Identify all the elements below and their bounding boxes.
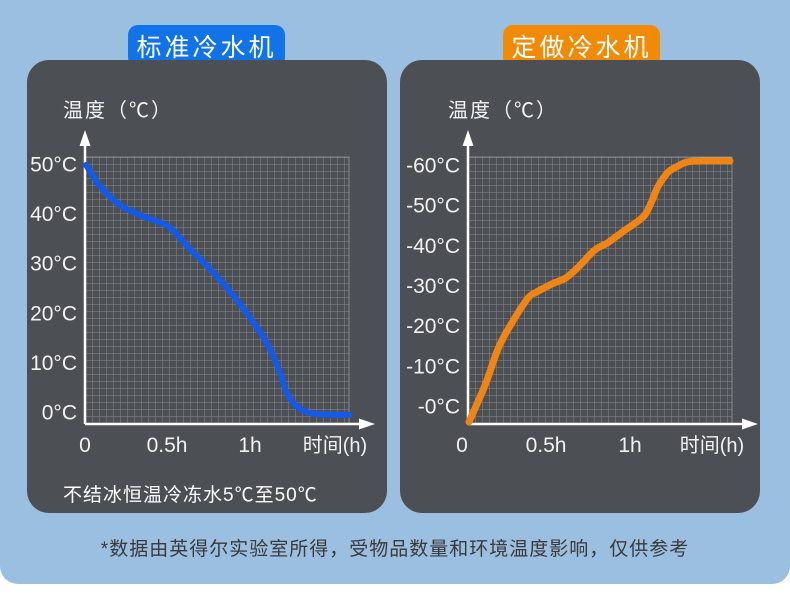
grid	[468, 157, 732, 424]
footer-note: *数据由英得尔实验室所得，受物品数量和环境温度影响，仅供参考	[100, 539, 690, 560]
y-tick-label: 50°C	[30, 154, 77, 177]
x-tick-label: 0	[79, 434, 91, 457]
chart-svg-0: 50°C 40°C 30°C 20°C 10°C 0°C0 0.5h 1h 时间(h)	[30, 130, 375, 457]
x-axis-arrow-icon	[742, 418, 758, 430]
x-tick-label: 0.5h	[526, 434, 567, 457]
y-tick-label: 20°C	[30, 302, 77, 325]
y-tick-label: -10°C	[406, 355, 460, 378]
panel-custom-chiller: 温度（℃） -60°C -50°C -40°C -30°C -20°C -10°C -0°C…	[400, 60, 760, 513]
y-tick-label: -40°C	[406, 235, 460, 258]
x-tick-label: 1h	[238, 434, 261, 457]
x-axis-arrow-icon	[359, 418, 375, 430]
y-tick-label: 40°C	[30, 203, 77, 226]
grid	[85, 157, 349, 424]
y-axis-title-standard: 温度（℃）	[63, 100, 173, 122]
y-tick-label: -60°C	[406, 155, 460, 178]
y-axis-title-custom: 温度（℃）	[448, 100, 558, 122]
panel-standard-chiller: 温度（℃） 50°C 40°C 30°C 20°C 10°C 0°C 0 0.5h 1h 时间(h…	[27, 60, 387, 513]
y-tick-label: 30°C	[30, 253, 77, 276]
x-tick-label: 0.5h	[147, 434, 188, 457]
y-axis-arrow-icon	[462, 130, 474, 146]
y-axis-arrow-icon	[79, 130, 91, 146]
x-axis-label: 时间(h)	[680, 434, 744, 457]
y-tick-label: -30°C	[406, 275, 460, 298]
chart-caption-standard: 不结冰恒温冷冻水5℃至50℃	[63, 485, 318, 506]
temperature-curve	[83, 162, 352, 418]
chart-svg-1: -60°C -50°C -40°C -30°C -20°C -10°C -0°C 0 0.5h 1…	[406, 130, 758, 457]
y-tick-label: -0°C	[418, 396, 460, 419]
y-tick-label: -20°C	[406, 315, 460, 338]
x-tick-label: 0	[456, 434, 468, 457]
y-tick-label: 0°C	[42, 402, 77, 425]
y-tick-label: 10°C	[30, 352, 77, 375]
x-axis-label: 时间(h)	[303, 434, 367, 457]
x-tick-label: 1h	[618, 434, 641, 457]
y-tick-label: -50°C	[406, 195, 460, 218]
temperature-curve	[465, 157, 734, 426]
